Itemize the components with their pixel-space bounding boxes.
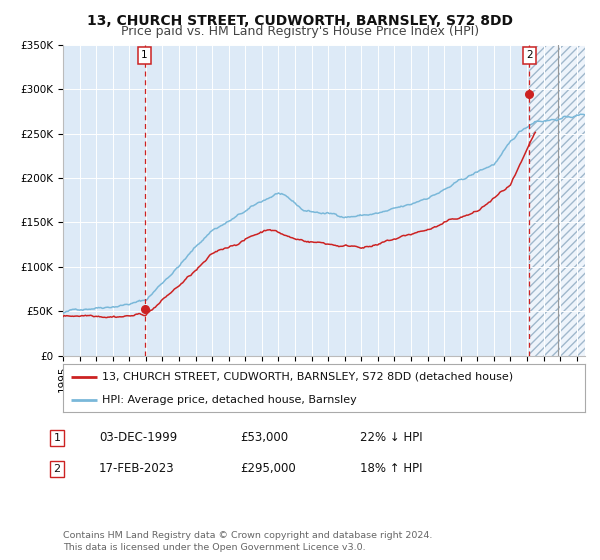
Text: 17-FEB-2023: 17-FEB-2023 [99, 462, 175, 475]
Text: 1: 1 [141, 50, 148, 60]
Text: HPI: Average price, detached house, Barnsley: HPI: Average price, detached house, Barn… [102, 395, 357, 405]
Text: 2: 2 [53, 464, 61, 474]
Text: Contains HM Land Registry data © Crown copyright and database right 2024.
This d: Contains HM Land Registry data © Crown c… [63, 531, 433, 552]
Text: 03-DEC-1999: 03-DEC-1999 [99, 431, 177, 445]
Text: 13, CHURCH STREET, CUDWORTH, BARNSLEY, S72 8DD: 13, CHURCH STREET, CUDWORTH, BARNSLEY, S… [87, 14, 513, 28]
Text: 18% ↑ HPI: 18% ↑ HPI [360, 462, 422, 475]
Text: Price paid vs. HM Land Registry's House Price Index (HPI): Price paid vs. HM Land Registry's House … [121, 25, 479, 38]
Text: 13, CHURCH STREET, CUDWORTH, BARNSLEY, S72 8DD (detached house): 13, CHURCH STREET, CUDWORTH, BARNSLEY, S… [102, 372, 513, 382]
Text: 1: 1 [53, 433, 61, 443]
Text: 22% ↓ HPI: 22% ↓ HPI [360, 431, 422, 445]
Bar [529, 45, 585, 356]
Text: £53,000: £53,000 [240, 431, 288, 445]
Text: 2: 2 [526, 50, 532, 60]
Bar [529, 45, 585, 356]
Text: £295,000: £295,000 [240, 462, 296, 475]
